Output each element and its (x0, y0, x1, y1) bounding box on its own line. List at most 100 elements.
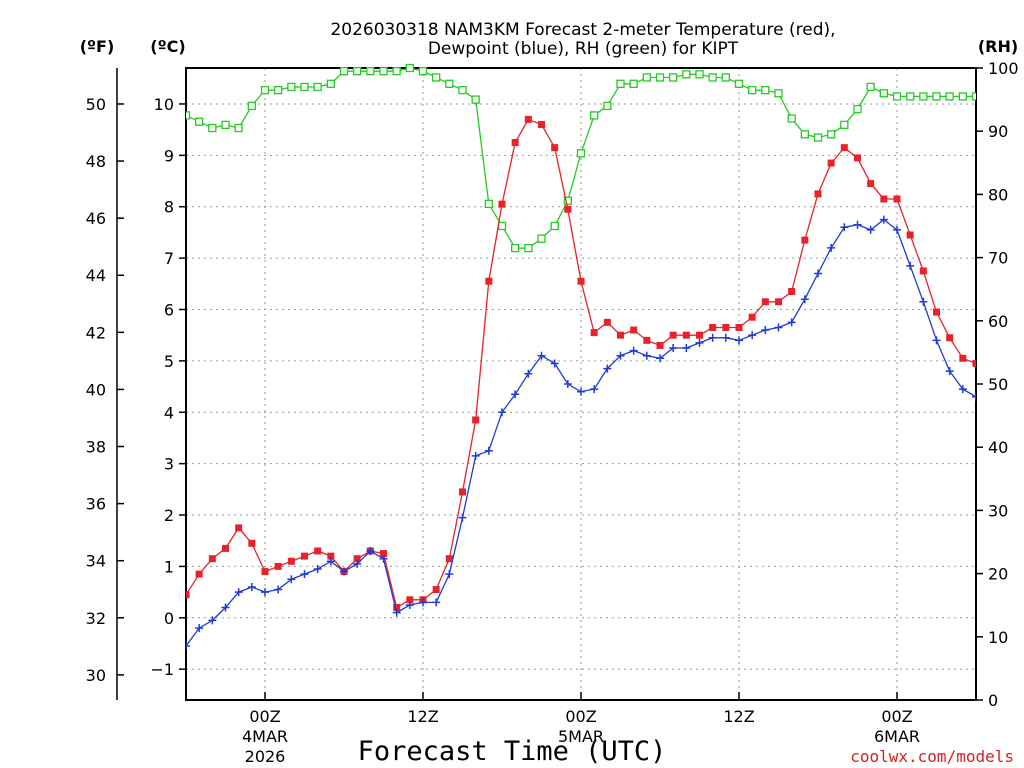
celsius-axis: −1 0 1 2 3 4 5 6 7 8 9 10 (150, 95, 186, 679)
rh-point (563, 196, 572, 205)
rh-point (186, 111, 191, 120)
temperature-point (485, 277, 493, 285)
rh-point (511, 243, 520, 253)
temperature-point (590, 329, 598, 337)
rh-point (590, 111, 599, 120)
celsius-tick-label: −1 (150, 660, 174, 679)
temperature-point (788, 288, 796, 296)
temperature-point (577, 277, 585, 285)
temperature-point (195, 570, 203, 578)
temperature-point (643, 336, 651, 344)
celsius-tick-label: 5 (164, 352, 174, 371)
dewpoint-point (458, 513, 467, 522)
temperature-point (617, 331, 624, 339)
rh-axis: 0 10 20 30 40 50 60 70 80 90 100 (976, 59, 1019, 710)
rh-point (392, 67, 401, 76)
dewpoint-point (524, 369, 533, 378)
rh-point (919, 92, 928, 101)
rh-point (800, 130, 809, 139)
temperature-point (603, 318, 611, 326)
dewpoint-point (366, 546, 375, 555)
temperature-point (880, 195, 888, 203)
time-tick-label: 00Z (249, 707, 280, 726)
dewpoint-point (761, 326, 770, 335)
fahrenheit-tick-label: 38 (86, 438, 106, 457)
rh-point (300, 82, 309, 92)
temperature-point (274, 562, 282, 570)
rh-point (405, 63, 414, 73)
rh-point (971, 92, 976, 101)
rh-point (287, 82, 296, 92)
rh-point (892, 92, 902, 101)
temperature-point (775, 298, 782, 306)
dewpoint-series (186, 215, 976, 651)
temperature-point (301, 552, 308, 560)
temperature-point (656, 341, 664, 349)
chart-title-line1: 2026030318 NAM3KM Forecast 2-meter Tempe… (330, 20, 835, 40)
rh-tick-label: 90 (988, 122, 1008, 141)
celsius-tick-label: 0 (164, 609, 174, 628)
temperature-point (735, 323, 743, 331)
fahrenheit-tick-label: 42 (86, 323, 106, 342)
rh-point (366, 67, 375, 76)
time-tick-label: 00Z (881, 707, 912, 726)
dewpoint-point (840, 223, 849, 232)
dewpoint-point (300, 570, 309, 579)
temperature-point (186, 591, 190, 599)
dewpoint-point (958, 385, 967, 394)
fahrenheit-unit-label: (ºF) (80, 37, 115, 56)
rh-point (274, 85, 283, 95)
dewpoint-point (972, 392, 976, 401)
temperature-point (959, 354, 967, 362)
temperature-point (761, 298, 769, 306)
temperature-point (261, 568, 269, 576)
temperature-point (709, 323, 717, 331)
temperature-point (972, 359, 976, 367)
dewpoint-point (603, 364, 612, 373)
dewpoint-point (379, 554, 388, 563)
rh-tick-label: 80 (988, 185, 1008, 204)
fahrenheit-tick-label: 46 (86, 209, 106, 228)
dewpoint-point (695, 338, 704, 347)
rh-point (932, 92, 941, 101)
rh-point (195, 117, 204, 126)
dewpoint-point (879, 215, 888, 224)
dewpoint-point (537, 351, 546, 360)
rh-tick-label: 70 (988, 249, 1008, 268)
rh-point (761, 85, 770, 95)
rh-point (339, 67, 349, 76)
rh-point (326, 79, 335, 88)
rh-series (186, 63, 976, 253)
dewpoint-point (247, 582, 256, 591)
dewpoint-point (827, 243, 836, 252)
dewpoint-point (577, 387, 585, 396)
time-tick-year-label: 2026 (245, 747, 286, 766)
rh-point (497, 221, 507, 231)
temperature-point (630, 326, 638, 334)
rh-point (629, 79, 638, 88)
rh-tick-label: 0 (988, 691, 998, 710)
temperature-point (669, 331, 677, 339)
chart-title-line2: Dewpoint (blue), RH (green) for KIPT (428, 39, 739, 59)
rh-point (734, 79, 744, 88)
temperature-point (906, 231, 914, 239)
rh-point (247, 101, 256, 111)
dewpoint-point (186, 642, 190, 651)
dewpoint-point (432, 598, 441, 607)
temperature-point (248, 539, 256, 547)
rh-tick-label: 60 (988, 312, 1008, 331)
rh-point (221, 120, 230, 130)
temperature-point (498, 200, 506, 208)
celsius-unit-label: (ºC) (150, 37, 185, 56)
temperature-point (696, 331, 703, 339)
time-tick-date-label: 5MAR (558, 727, 604, 746)
temperature-point (551, 144, 559, 152)
rh-point (748, 85, 757, 95)
celsius-tick-label: 6 (164, 300, 174, 319)
dewpoint-point (932, 336, 941, 345)
rh-tick-label: 100 (988, 59, 1019, 78)
dewpoint-point (221, 603, 230, 612)
rh-point (550, 221, 559, 231)
temperature-point (327, 552, 335, 560)
dewpoint-point (919, 297, 928, 306)
